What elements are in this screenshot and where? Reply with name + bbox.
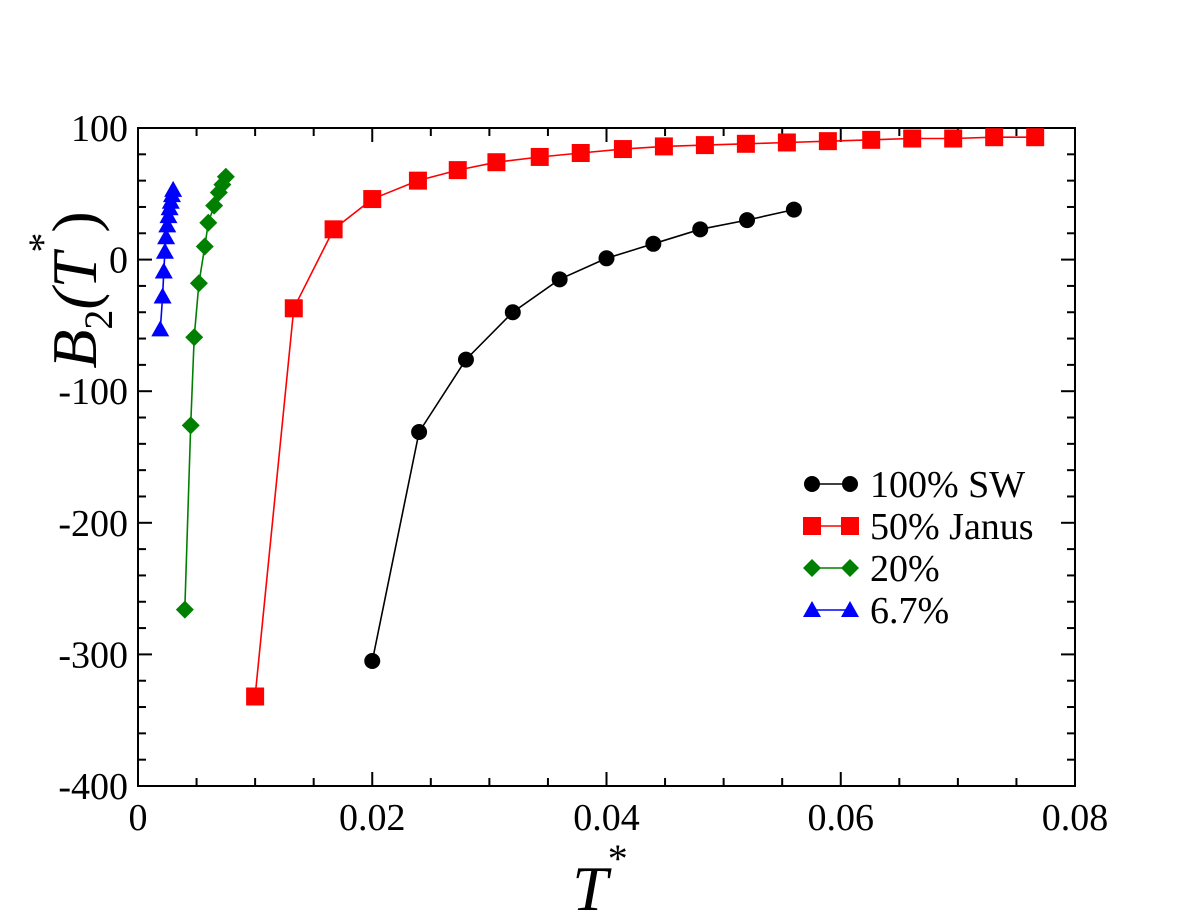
- data-point: [155, 242, 174, 259]
- data-point: [551, 271, 568, 288]
- data-point: [571, 144, 590, 163]
- data-point: [363, 190, 382, 209]
- data-point: [504, 304, 521, 321]
- legend-marker: [804, 476, 820, 492]
- legend-label: 20%: [870, 548, 940, 590]
- data-point: [408, 171, 427, 190]
- x-axis-title: T*: [572, 836, 628, 920]
- y-tick-label: -200: [58, 503, 128, 545]
- y-tick-label: -300: [58, 634, 128, 676]
- data-point: [189, 274, 208, 293]
- data-point: [1026, 128, 1045, 147]
- legend-entry: 6.7%: [803, 590, 949, 632]
- legend-marker: [841, 601, 859, 617]
- legend-marker: [803, 517, 821, 535]
- data-point: [598, 250, 615, 267]
- axis-tick-labels: 0 0.02 0.04 0.06 0.08 -400 -300 -200 -100 0 100: [58, 108, 1108, 839]
- data-point: [692, 221, 709, 238]
- data-point: [153, 287, 172, 304]
- data-point: [654, 137, 673, 156]
- data-point: [284, 299, 303, 318]
- data-point: [195, 237, 214, 256]
- data-point: [158, 216, 177, 233]
- y-tick-label: 0: [109, 240, 128, 282]
- data-point: [530, 147, 549, 166]
- series-20: [175, 167, 235, 619]
- legend-marker: [803, 601, 821, 617]
- data-point: [457, 351, 474, 368]
- data-point: [736, 134, 755, 153]
- legend-marker: [803, 559, 821, 577]
- y-axis-title: B2(T*): [20, 211, 121, 368]
- data-point: [151, 320, 170, 337]
- data-point: [739, 212, 756, 229]
- data-point: [613, 140, 632, 159]
- legend-entry: 50% Janus: [803, 506, 1034, 548]
- data-point: [448, 161, 467, 180]
- data-point: [185, 328, 204, 347]
- data-point: [944, 129, 963, 148]
- series-100-sw: [364, 201, 802, 669]
- data-point: [164, 180, 183, 197]
- data-point: [199, 213, 218, 232]
- data-point: [903, 129, 922, 148]
- data-point: [487, 153, 506, 172]
- data-point: [818, 132, 837, 151]
- x-tick-label: 0.02: [339, 797, 406, 839]
- legend-entry: 100% SW: [804, 464, 1025, 506]
- data-point: [785, 201, 802, 218]
- legend-marker: [841, 559, 859, 577]
- series-line: [371, 208, 795, 662]
- legend-label: 50% Janus: [870, 506, 1034, 548]
- legend-entry: 20%: [803, 548, 940, 590]
- data-point: [216, 167, 235, 186]
- legend-marker: [841, 517, 859, 535]
- data-point: [777, 133, 796, 152]
- legend-label: 6.7%: [870, 590, 949, 632]
- axis-ticks: [137, 127, 1076, 787]
- series-layer: [151, 128, 1045, 706]
- legend-marker: [842, 476, 858, 492]
- data-point: [324, 220, 343, 239]
- data-point: [862, 130, 881, 149]
- data-point: [157, 228, 176, 245]
- data-point: [985, 128, 1004, 147]
- x-tick-label: 0.08: [1042, 797, 1109, 839]
- y-tick-label: -400: [58, 766, 128, 808]
- legend-label: 100% SW: [870, 464, 1025, 506]
- data-point: [246, 687, 265, 706]
- data-point: [645, 235, 662, 252]
- series-6-7: [151, 180, 183, 337]
- x-tick-label: 0.04: [573, 797, 640, 839]
- data-point: [411, 423, 428, 440]
- series-50-janus: [246, 128, 1045, 706]
- y-tick-label: -100: [58, 371, 128, 413]
- data-point: [175, 600, 194, 619]
- data-point: [695, 136, 714, 155]
- x-tick-label: 0.06: [808, 797, 875, 839]
- data-point: [154, 262, 173, 279]
- data-point: [181, 416, 200, 435]
- y-tick-label: 100: [71, 108, 128, 150]
- x-tick-label: 0: [129, 797, 148, 839]
- data-point: [364, 652, 381, 669]
